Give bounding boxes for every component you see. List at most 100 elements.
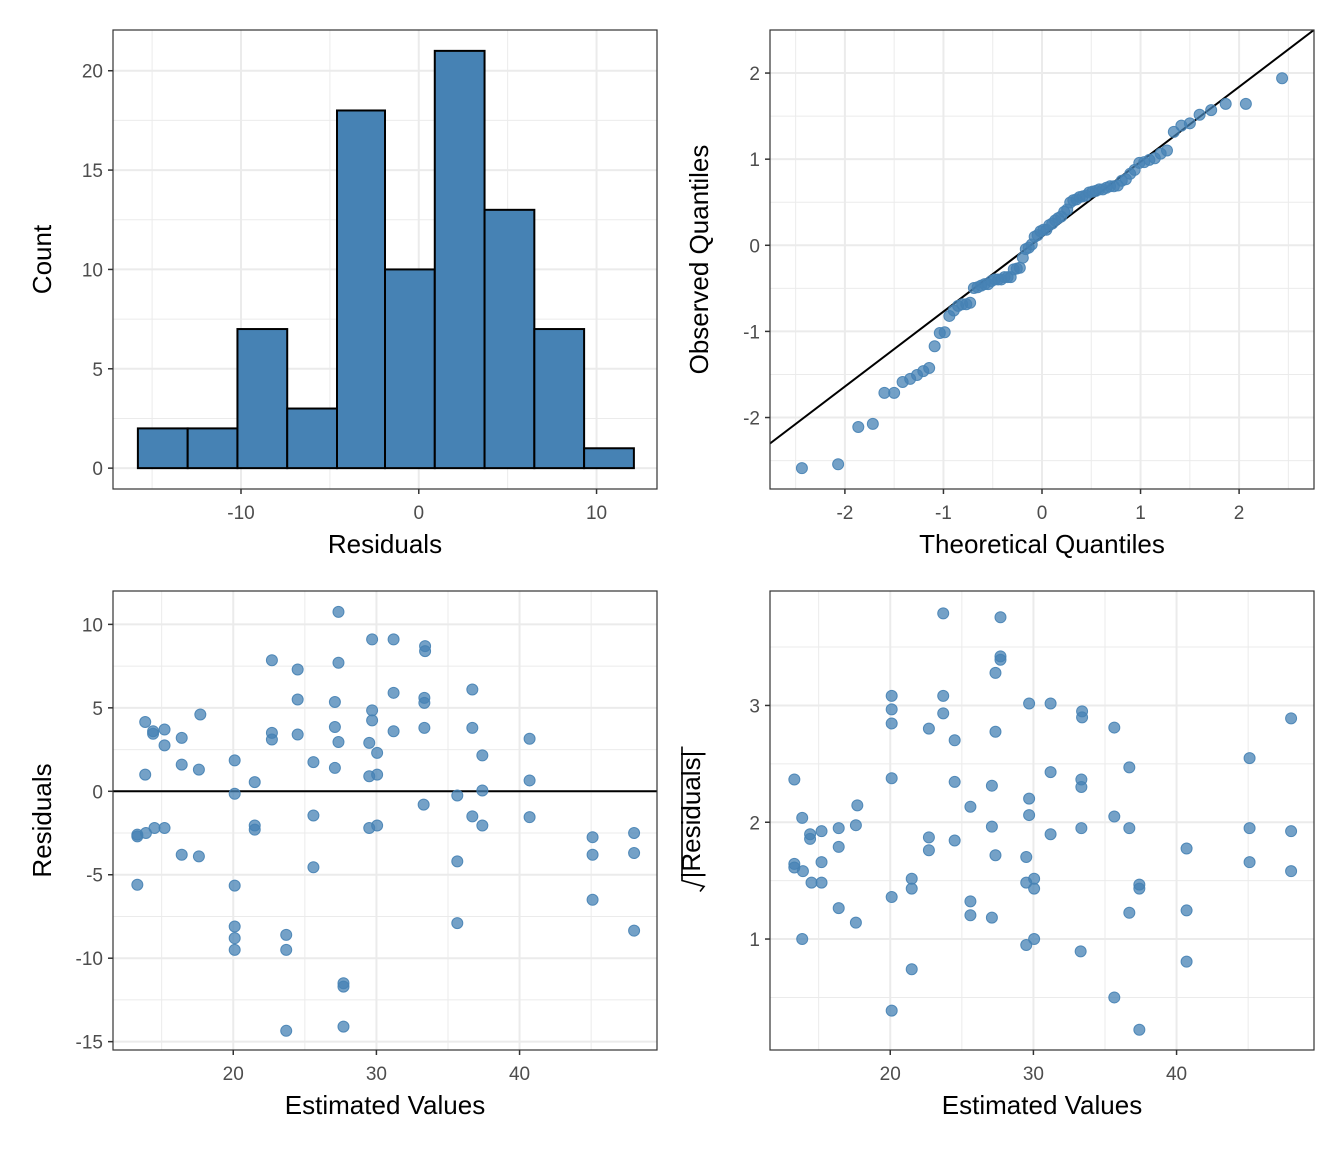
residual-point <box>175 758 188 771</box>
residual-point <box>139 716 152 729</box>
y-tick-label: 2 <box>749 64 760 85</box>
residual-point <box>466 683 479 696</box>
y-tick-label: -1 <box>743 322 760 343</box>
y-axis-title-radicand: |Residuals| <box>676 751 706 879</box>
residual-point <box>332 656 345 669</box>
scale-location-point <box>885 890 898 903</box>
scale-location-point <box>885 703 898 716</box>
residual-point <box>228 787 241 800</box>
x-tick-label: 40 <box>509 1064 530 1085</box>
y-tick-label: 0 <box>92 782 103 803</box>
histogram-bar <box>186 427 239 470</box>
residual-point <box>291 663 304 676</box>
residual-point <box>366 704 379 717</box>
x-tick-label: 10 <box>586 503 607 524</box>
scale-location-point <box>832 902 845 915</box>
y-tick-label: 5 <box>92 699 103 720</box>
residual-point <box>175 848 188 861</box>
y-axis-title: Observed Quantiles <box>684 145 714 375</box>
x-tick-label: 30 <box>366 1064 387 1085</box>
residual-point <box>419 645 432 658</box>
scale-location-point <box>1020 876 1033 889</box>
plot-area <box>113 605 657 1037</box>
residual-point <box>158 739 171 752</box>
scale-location-point <box>1285 712 1298 725</box>
y-tick-label: -10 <box>76 949 103 970</box>
scale-location-point <box>994 611 1007 624</box>
residual-point <box>280 943 293 956</box>
y-tick-label: -5 <box>86 866 103 887</box>
qq-point <box>888 386 901 399</box>
residual-point <box>628 827 641 840</box>
residuals-vs-fitted-panel: 20 30 40 -15 -10 -5 0 5 10 Estimated Values Residu… <box>27 590 658 1120</box>
residual-point <box>148 822 161 835</box>
x-tick-label: 1 <box>1135 503 1146 524</box>
panel-border <box>112 590 658 1051</box>
residual-point <box>387 633 400 646</box>
scale-location-point <box>948 834 961 847</box>
residual-point <box>523 774 536 787</box>
scale-location-point <box>1108 721 1121 734</box>
y-tick-label: 2 <box>749 813 760 834</box>
y-axis-title: |Residuals| <box>676 746 706 892</box>
qq-point <box>964 296 977 309</box>
y-tick-label: 0 <box>749 236 760 257</box>
y-tick-label: 20 <box>82 62 103 83</box>
residual-point <box>418 696 431 709</box>
scale-location-point <box>922 844 935 857</box>
residual-point <box>228 920 241 933</box>
residual-point <box>139 768 152 781</box>
scale-location-point <box>796 933 809 946</box>
histogram-bar <box>384 268 436 470</box>
x-tick-label: -10 <box>227 503 254 524</box>
x-tick-label: 20 <box>880 1064 901 1085</box>
residual-point <box>228 943 241 956</box>
histogram-bar <box>336 109 386 470</box>
scale-location-point <box>985 779 998 792</box>
residual-point <box>476 749 489 762</box>
scale-location-point <box>989 849 1002 862</box>
scale-location-point <box>1133 882 1146 895</box>
panel-border <box>769 590 1315 1051</box>
scale-location-point <box>1243 752 1256 765</box>
scale-location-point <box>1023 697 1036 710</box>
residual-point <box>466 810 479 823</box>
qq-point <box>866 417 879 430</box>
scale-location-point <box>948 734 961 747</box>
residual-point <box>337 1020 350 1033</box>
residual-point <box>265 733 278 746</box>
qq-point <box>852 421 865 434</box>
residual-point <box>586 848 599 861</box>
residual-point <box>307 861 320 874</box>
residual-point <box>228 879 241 892</box>
residual-point <box>363 736 376 749</box>
residual-point <box>371 819 384 832</box>
x-tick-label: 40 <box>1166 1064 1187 1085</box>
qq-point <box>928 340 941 353</box>
residual-point <box>451 789 464 802</box>
y-tick-label: 5 <box>92 360 103 381</box>
residual-point <box>366 714 379 727</box>
residual-point <box>371 746 384 759</box>
x-tick-label: 0 <box>413 503 424 524</box>
scale-location-point <box>1020 939 1033 952</box>
scale-location-point <box>937 707 950 720</box>
residual-point <box>248 823 261 836</box>
residual-point <box>366 633 379 646</box>
y-axis-title: Residuals <box>27 763 57 877</box>
y-tick-label: 10 <box>82 615 103 636</box>
scale-location-point <box>1028 933 1041 946</box>
plot-area <box>136 49 635 470</box>
residual-point <box>586 893 599 906</box>
qq-point <box>938 326 951 339</box>
scale-location-point <box>1108 991 1121 1004</box>
scale-location-point <box>1044 828 1057 841</box>
residual-point <box>147 727 160 740</box>
residual-point <box>418 721 431 734</box>
residual-point <box>194 708 207 721</box>
y-tick-label: -15 <box>76 1033 103 1054</box>
qq-point <box>1205 104 1218 117</box>
scale-location-point <box>1075 780 1088 793</box>
scale-location-point <box>805 876 818 889</box>
panel-background <box>770 591 1314 1050</box>
